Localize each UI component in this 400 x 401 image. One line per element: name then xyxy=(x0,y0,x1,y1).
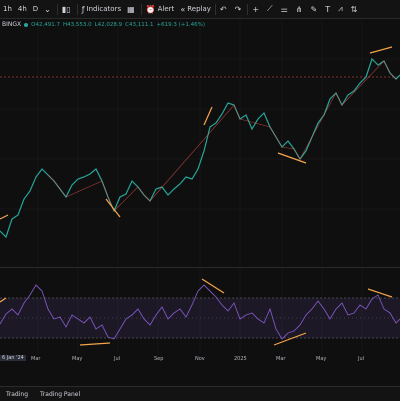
pitchfork-tool-button[interactable]: ⋔ xyxy=(293,0,308,18)
time-axis-label: Sep xyxy=(154,356,164,362)
pitchfork-icon: ⋔ xyxy=(295,4,303,14)
interval-1h-button[interactable]: 1h xyxy=(3,5,12,13)
measure-tool-button[interactable]: ⇅ xyxy=(348,0,363,18)
rsi-trend-lines xyxy=(0,278,393,346)
toolbar-divider xyxy=(214,3,216,15)
grid-icon: ▦ xyxy=(127,4,135,14)
cursor-icon: + xyxy=(252,4,260,14)
grid-lines xyxy=(0,19,400,354)
alarm-icon: ⏰ xyxy=(145,4,156,14)
time-axis[interactable]: 6 Jan '24 Mar May Jul Sep Nov 2025 Mar M… xyxy=(0,354,400,364)
close-value: C43,111.1 xyxy=(125,21,154,28)
indicators-label: Indicators xyxy=(86,5,122,13)
time-axis-label: Nov xyxy=(195,356,205,362)
undo-button[interactable]: ↶ xyxy=(217,0,232,18)
cursor-tool-button[interactable]: + xyxy=(249,0,264,18)
bottom-panel-bar: Trading Trading Panel xyxy=(0,386,400,401)
redo-button[interactable]: ↷ xyxy=(232,0,247,18)
price-chart[interactable] xyxy=(0,19,400,362)
text-tool-button[interactable]: T xyxy=(322,0,335,18)
interval-dropdown-button[interactable]: ⌄ xyxy=(41,0,56,18)
trading-tab[interactable]: Trading xyxy=(6,390,29,398)
alert-button[interactable]: ⏰ Alert xyxy=(143,0,178,18)
toolbar-divider xyxy=(140,3,142,15)
horizontal-line-tool-button[interactable]: ⚌ xyxy=(278,0,293,18)
trend-line-tool-button[interactable]: ⟋ xyxy=(264,0,278,18)
rsi-line xyxy=(0,284,400,340)
top-toolbar: 1h 4h D ⌄ ▮▯ ƒ Indicators ▦ ⏰ Alert «Repla… xyxy=(0,0,400,19)
replay-icon: « xyxy=(180,4,186,14)
chart-type-button[interactable]: ▮▯ xyxy=(59,0,76,18)
pane-separator[interactable] xyxy=(0,267,400,268)
price-series-down-overlay xyxy=(47,60,397,212)
undo-icon: ↶ xyxy=(219,4,227,14)
high-value: H43,553.0 xyxy=(62,21,92,28)
time-axis-label: May xyxy=(72,356,83,362)
text-icon: T xyxy=(325,4,331,14)
replay-label: Replay xyxy=(187,5,211,13)
replay-button[interactable]: «Replay xyxy=(177,0,214,18)
candles-icon: ▮▯ xyxy=(61,4,71,14)
interval-d-button[interactable]: D xyxy=(32,5,39,13)
indicators-icon: ƒ xyxy=(81,4,85,14)
trend-line-icon: ⟋ xyxy=(267,4,273,13)
time-axis-label: Mar xyxy=(31,356,41,362)
redo-icon: ↷ xyxy=(234,4,242,14)
toolbar-divider xyxy=(76,3,78,15)
toolbar-divider xyxy=(247,3,249,15)
pattern-tool-button[interactable]: ⩘ xyxy=(335,0,348,18)
low-value: L42,028.9 xyxy=(94,21,123,28)
ohlc-legend: BINGX O42,491.7 H43,553.0 L42,028.9 C43,… xyxy=(2,21,205,28)
time-axis-cursor-label: 6 Jan '24 xyxy=(0,355,26,361)
market-status-icon xyxy=(24,22,29,27)
time-axis-label: Jul xyxy=(114,356,121,362)
brush-icon: ✎ xyxy=(310,4,318,14)
horizontal-line-icon: ⚌ xyxy=(280,4,288,14)
trading-panel-tab[interactable]: Trading Panel xyxy=(40,390,81,398)
interval-4h-button[interactable]: 4h xyxy=(17,5,27,13)
brush-tool-button[interactable]: ✎ xyxy=(308,0,323,18)
trend-lines xyxy=(0,46,393,220)
symbol-label[interactable]: BINGX xyxy=(2,21,22,28)
change-value: +619.3 (+1.46%) xyxy=(156,21,205,28)
layouts-button[interactable]: ▦ xyxy=(124,0,140,18)
alert-label: Alert xyxy=(157,5,175,13)
time-axis-label: Mar xyxy=(276,356,286,362)
toolbar-divider xyxy=(56,3,58,15)
price-series-line xyxy=(0,57,400,239)
time-axis-label: May xyxy=(316,356,327,362)
open-value: O42,491.7 xyxy=(31,21,60,28)
chevron-down-icon: ⌄ xyxy=(44,4,51,14)
time-axis-label: 2025 xyxy=(234,356,247,362)
pattern-icon: ⩘ xyxy=(338,4,343,13)
measure-icon: ⇅ xyxy=(350,4,358,14)
time-axis-label: Jul xyxy=(358,356,365,362)
indicators-button[interactable]: ƒ Indicators xyxy=(79,0,124,18)
